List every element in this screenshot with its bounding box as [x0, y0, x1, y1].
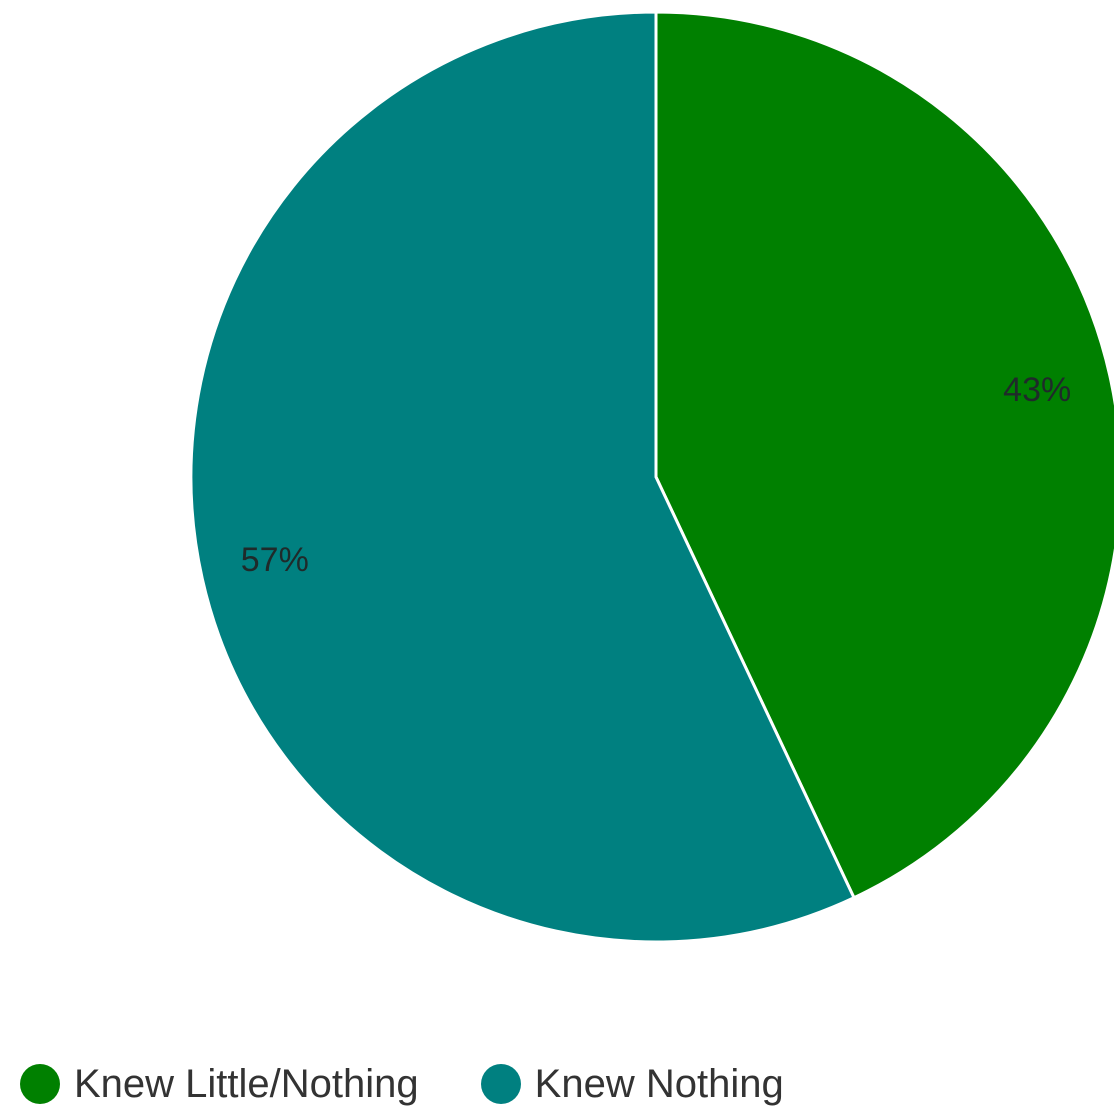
- pie-slice-knew-little-nothing[interactable]: [654, 10, 1114, 900]
- legend-item-knew-little-nothing[interactable]: Knew Little/Nothing: [20, 1062, 419, 1106]
- legend-label: Knew Little/Nothing: [74, 1062, 419, 1106]
- pie-slice-label-knew-nothing: 57%: [241, 541, 309, 579]
- legend-label: Knew Nothing: [534, 1062, 784, 1106]
- pie-slice-knew-nothing[interactable]: [189, 10, 856, 944]
- legend-item-knew-nothing[interactable]: Knew Nothing: [480, 1062, 784, 1106]
- pie-slice-label-knew-little-nothing: 43%: [1003, 371, 1071, 409]
- legend-swatch-icon: [20, 1064, 60, 1104]
- pie-slices: [189, 10, 1114, 944]
- pie-labels: 43% 57%: [241, 371, 1071, 579]
- legend: Knew Little/Nothing Knew Nothing: [20, 1062, 784, 1106]
- legend-swatch-icon: [480, 1064, 521, 1104]
- pie-chart: 43% 57%: [189, 10, 1114, 944]
